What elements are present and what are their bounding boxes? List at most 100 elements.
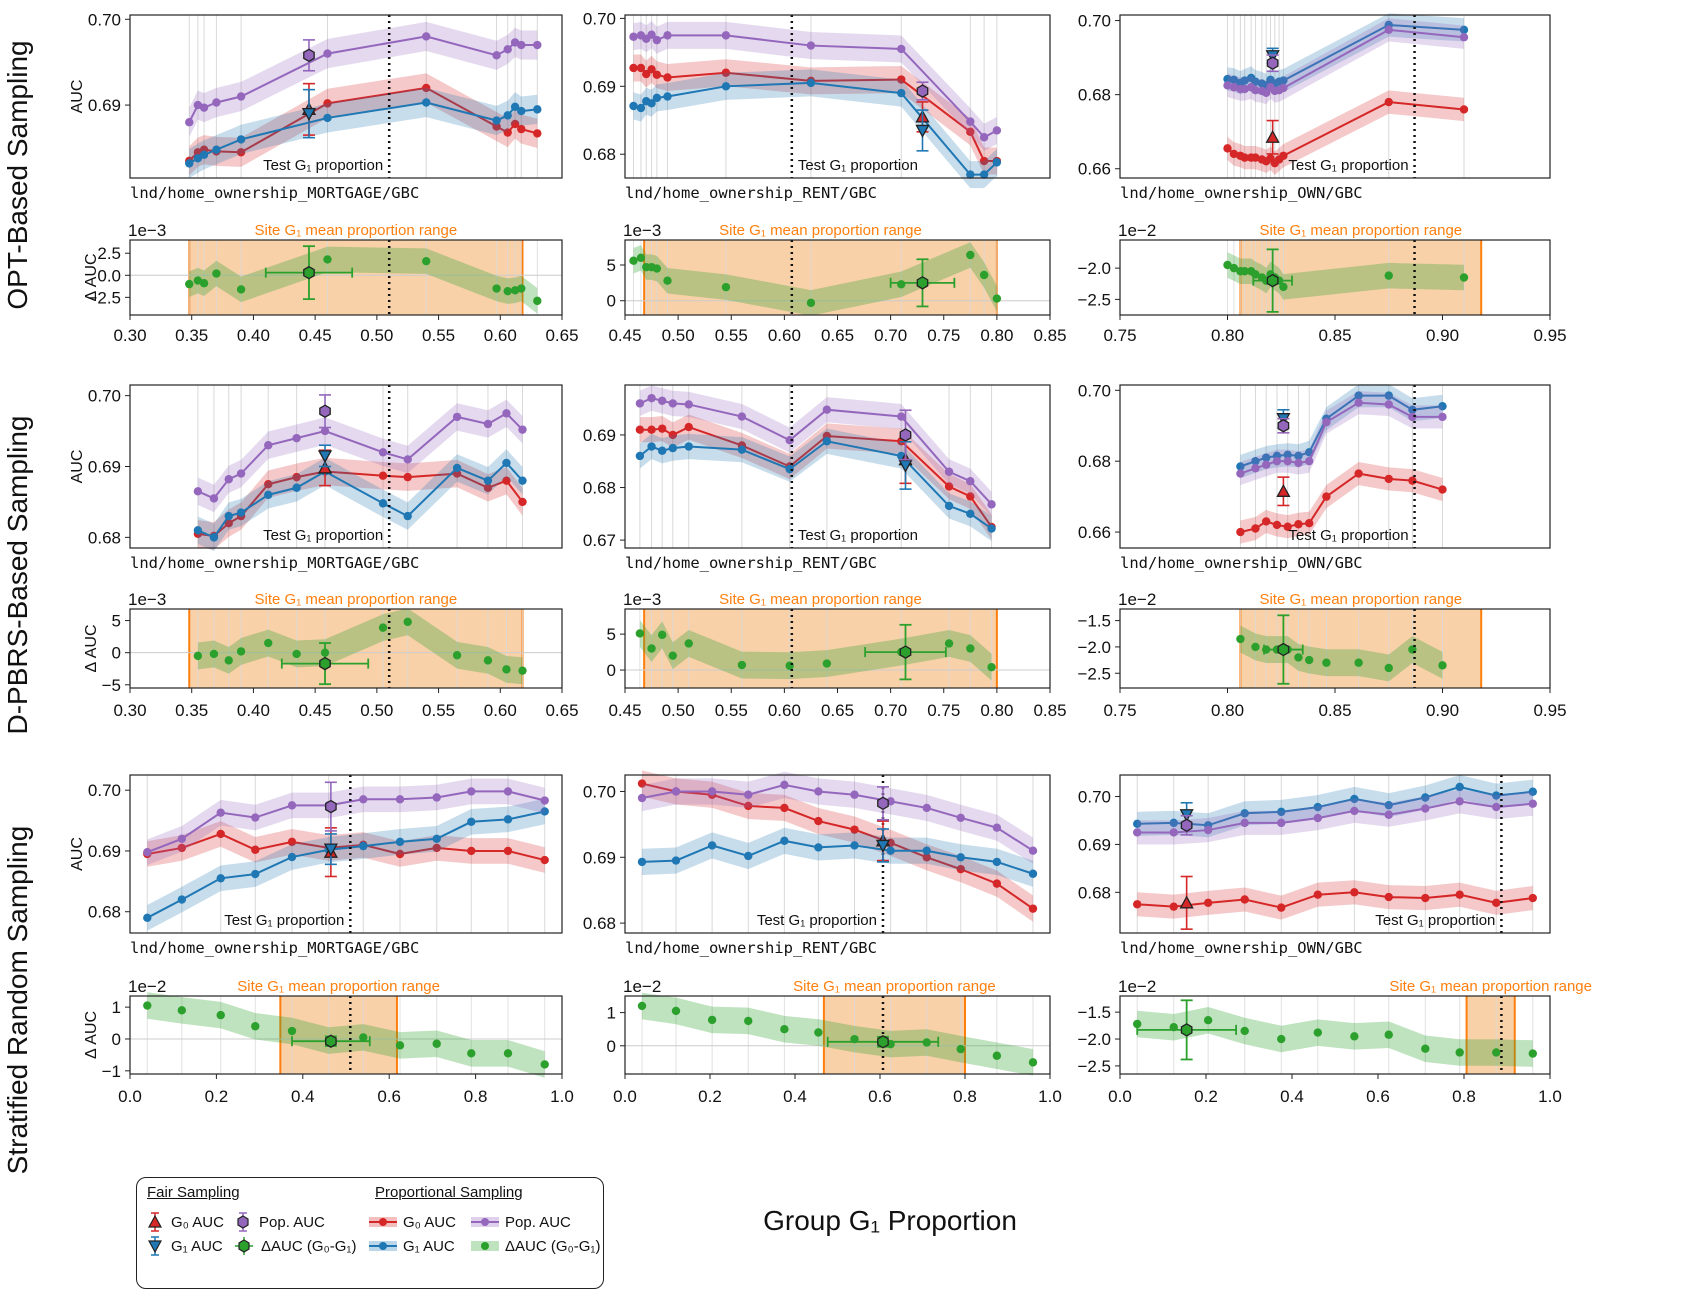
panel-4-delta-point-1 <box>209 649 219 659</box>
panel-5-point-g1-0 <box>635 451 645 461</box>
panel-4-xtick-label-5: 0.55 <box>422 701 455 720</box>
panel-2-point-g1-8 <box>897 88 906 98</box>
panel-1-auc-ytick-label-1: 0.70 <box>88 10 121 29</box>
panel-4-xtick-label-1: 0.35 <box>175 701 208 720</box>
panel-7-point-g0-1 <box>177 843 187 853</box>
panel-6-point-g1-8 <box>1354 391 1363 400</box>
panel-9-xtick-label-0: 0.0 <box>1108 1087 1132 1106</box>
legend-prop-g0: G₀ AUC <box>369 1211 456 1233</box>
panel-5-delta-fair-marker <box>899 645 912 659</box>
fair-g1-marker-icon <box>147 1236 163 1256</box>
panel-7-xtick-label-5: 1.0 <box>550 1087 574 1106</box>
panel-4-xtick-label-2: 0.40 <box>237 701 270 720</box>
panel-5-delta-point-10 <box>966 644 975 653</box>
panel-1-point-g0-8 <box>503 128 512 137</box>
panel-4-point-g0-10 <box>483 483 493 492</box>
panel-1-point-g0-5 <box>323 99 332 108</box>
panel-7-delta-ylabel: Δ AUC <box>83 1011 100 1059</box>
panel-9-delta-point-5 <box>1313 1028 1323 1037</box>
panel-5-point-g1-3 <box>668 443 678 453</box>
panel-4-point-g1-4 <box>264 490 273 500</box>
panel-5-point-pop-3 <box>668 399 678 408</box>
fair-g0-marker-icon <box>147 1212 163 1232</box>
panel-1-delta-point-5 <box>323 255 332 264</box>
panel-4-point-g1-2 <box>224 511 233 521</box>
panel-7-point-g0-2 <box>216 829 225 839</box>
panel-2-point-pop-4 <box>652 35 662 45</box>
panel-6-point-g0-3 <box>1272 520 1282 530</box>
panel-4-delta-point-0 <box>193 651 203 661</box>
panel-6-point-g0-2 <box>1262 517 1271 526</box>
panel-7-point-g0-7 <box>395 849 405 859</box>
panel-3-point-pop-3 <box>1240 84 1249 94</box>
panel-1-xtick-label-7: 0.65 <box>545 326 578 345</box>
panel-8-auc-ytick-label-0: 0.68 <box>583 914 616 933</box>
panel-4-delta-ytick-label-0: −5 <box>102 676 121 695</box>
panel-9-delta-band <box>1137 1006 1533 1067</box>
panel-7-point-g1-11 <box>540 807 549 816</box>
panel-6-xtick-label-0: 0.75 <box>1103 701 1136 720</box>
panel-8-point-g0-9 <box>956 864 965 874</box>
panel-9-delta-point-11 <box>1528 1049 1538 1058</box>
panel-1-xtick-label-0: 0.30 <box>113 326 146 345</box>
panel-6-delta-point-1 <box>1251 642 1260 652</box>
panel-9-point-g1-10 <box>1492 791 1501 800</box>
panel-2-point-g1-11 <box>992 158 1002 167</box>
panel-8-point-g1-0 <box>637 857 647 867</box>
panel-4-point-pop-11 <box>502 409 511 418</box>
panel-9-site-range <box>1466 996 1515 1074</box>
panel-7-point-g1-7 <box>395 837 405 847</box>
panel-1-point-g0-9 <box>510 119 520 129</box>
legend-prop-g1: G₁ AUC <box>369 1235 455 1257</box>
panel-4-point-g1-7 <box>378 499 388 508</box>
panel-8-point-pop-6 <box>850 790 859 799</box>
panel-4-title: lnd/home_ownership_MORTGAGE/GBC <box>130 554 419 572</box>
panel-6-auc <box>1115 384 1551 549</box>
panel-4-delta-point-7 <box>378 623 388 632</box>
panel-3-xtick-label-3: 0.90 <box>1426 326 1459 345</box>
panel-4-point-g1-9 <box>452 463 462 473</box>
panel-8-xtick-label-2: 0.4 <box>783 1087 807 1106</box>
panel-6-point-g1-9 <box>1384 391 1393 400</box>
panel-5-point-g1-5 <box>737 445 747 454</box>
panel-5-point-g0-2 <box>657 424 667 433</box>
panel-5-point-pop-11 <box>987 500 996 509</box>
panel-5-point-g0-1 <box>647 425 656 434</box>
panel-5-point-g0-3 <box>668 430 678 440</box>
panel-1-point-g1-0 <box>185 159 194 168</box>
legend-fair-pop: Pop. AUC <box>233 1211 325 1233</box>
panel-9-xtick-label-4: 0.8 <box>1452 1087 1476 1106</box>
panel-5-xtick-label-0: 0.45 <box>608 701 641 720</box>
panel-2-point-pop-5 <box>663 31 672 40</box>
panel-5-xtick-label-2: 0.55 <box>715 701 748 720</box>
panel-3-auc-ytick-label-2: 0.70 <box>1078 12 1111 31</box>
legend-prop-g1-label: G₁ AUC <box>403 1237 455 1255</box>
panel-2-point-g0-1 <box>636 63 646 73</box>
panel-8-auc-ytick-label-1: 0.69 <box>583 848 616 867</box>
panel-5-auc-ytick-label-0: 0.67 <box>583 531 616 550</box>
panel-8-fair-pop-marker <box>877 796 889 811</box>
panel-4-point-pop-2 <box>224 475 233 484</box>
panel-4-delta-point-10 <box>483 656 493 665</box>
panel-1-delta-ytick-label-1: 0.0 <box>97 266 121 285</box>
panel-8-delta-point-4 <box>780 1024 789 1034</box>
panel-1-point-pop-4 <box>236 92 246 101</box>
panel-1-auc <box>125 14 563 179</box>
panel-9-delta-ytick-label-1: −2.0 <box>1077 1030 1111 1049</box>
panel-3-point-g0-13 <box>1459 105 1469 114</box>
panel-8-point-pop-0 <box>637 793 647 803</box>
panel-8-point-pop-3 <box>744 790 753 799</box>
panel-2-point-g1-9 <box>966 170 975 179</box>
panel-6-point-pop-4 <box>1283 456 1292 466</box>
panel-4-delta <box>125 608 563 693</box>
panel-3-auc-frame <box>1119 14 1551 179</box>
panel-8-point-g1-11 <box>1028 869 1038 878</box>
panel-2-point-pop-8 <box>897 44 906 54</box>
panel-9-point-g0-0 <box>1133 900 1142 909</box>
panel-7-delta-ytick-label-1: 0 <box>112 1030 121 1049</box>
panel-4-point-pop-6 <box>320 426 330 436</box>
panel-1-point-g1-3 <box>212 145 221 154</box>
panel-9-delta-point-2 <box>1203 1016 1213 1025</box>
panel-9-xtick-label-5: 1.0 <box>1538 1087 1562 1106</box>
panel-3-delta-exponent: 1e−2 <box>1118 221 1156 240</box>
